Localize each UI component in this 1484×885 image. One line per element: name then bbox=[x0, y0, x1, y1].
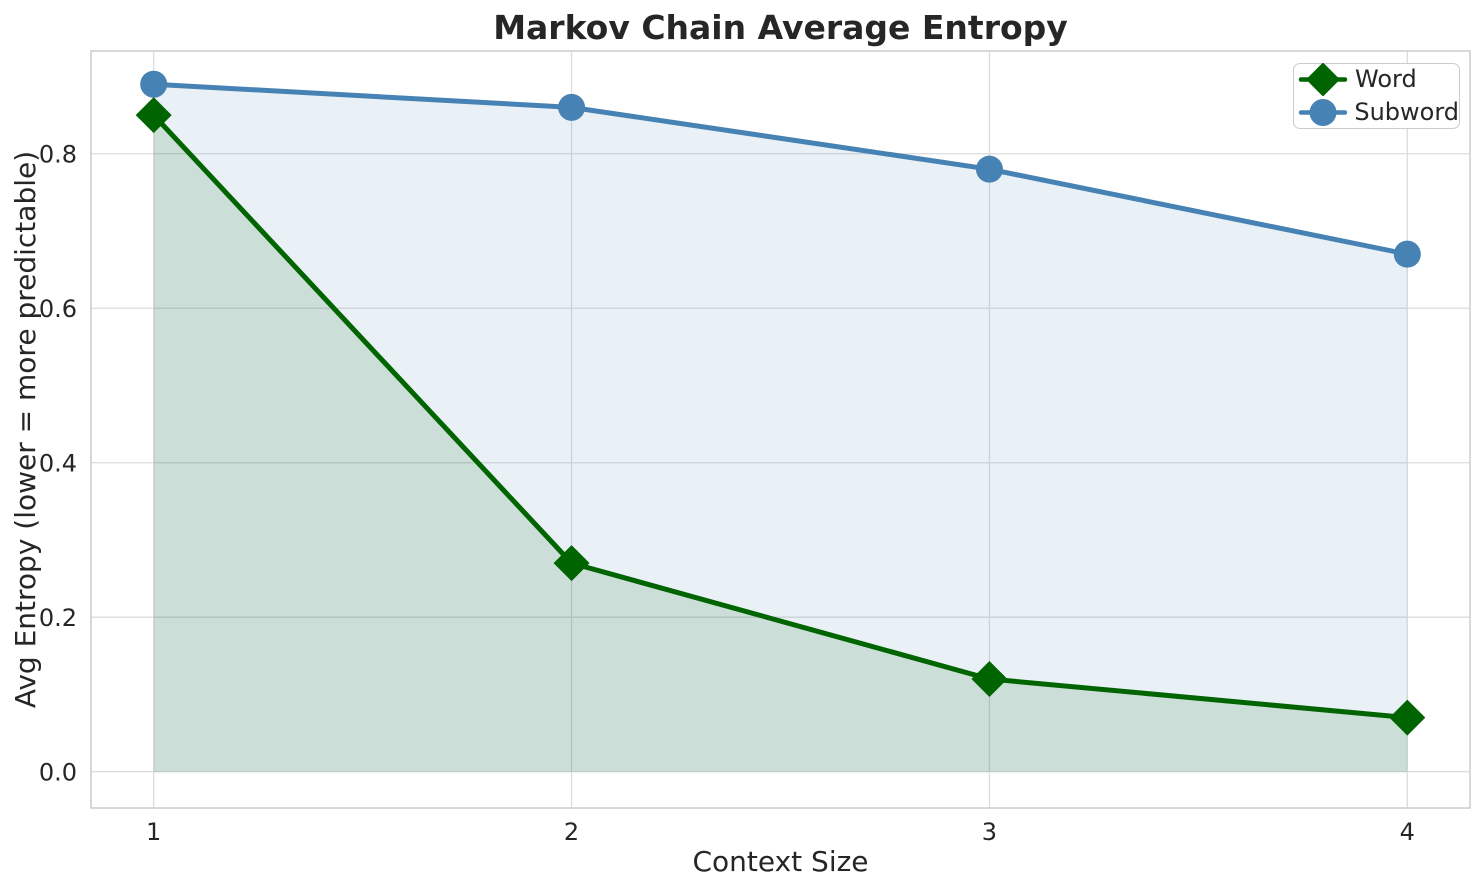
series-line-word bbox=[151, 112, 1410, 721]
marker-word bbox=[1389, 699, 1426, 736]
y-axis-label: Avg Entropy (lower = more predictable) bbox=[9, 150, 43, 709]
legend: Word Subword bbox=[1293, 63, 1460, 129]
legend-item-subword: Subword bbox=[1298, 96, 1459, 129]
x-tick-label: 2 bbox=[564, 818, 579, 846]
legend-marker-shape bbox=[1309, 99, 1337, 126]
marker-subword bbox=[1393, 240, 1421, 268]
marker-subword bbox=[558, 93, 586, 121]
legend-item-word: Word bbox=[1298, 63, 1459, 96]
legend-marker-shape bbox=[1306, 63, 1340, 96]
y-tick-label: 0.0 bbox=[39, 759, 77, 787]
y-tick-label: 0.6 bbox=[39, 295, 77, 323]
y-tick-label: 0.4 bbox=[39, 450, 77, 478]
series-fill-subword bbox=[153, 84, 1408, 772]
plot-border bbox=[90, 50, 1471, 809]
x-tick-label: 3 bbox=[982, 818, 997, 846]
x-axis-label: Context Size bbox=[692, 845, 869, 878]
series-fill-word bbox=[153, 115, 1408, 772]
series-line-subword bbox=[151, 81, 1410, 257]
y-tick-label: 0.2 bbox=[39, 604, 77, 632]
word-diamond-marker-icon bbox=[1298, 63, 1348, 96]
x-tick-label: 4 bbox=[1400, 818, 1415, 846]
y-tick-label: 0.8 bbox=[39, 141, 77, 169]
chart-title: Markov Chain Average Entropy bbox=[493, 8, 1068, 47]
marker-subword bbox=[975, 155, 1003, 183]
marker-subword bbox=[140, 70, 168, 98]
y-axis-label-container: Avg Entropy (lower = more predictable) bbox=[0, 51, 52, 808]
marker-word bbox=[135, 97, 172, 134]
legend-label-subword: Subword bbox=[1354, 98, 1459, 126]
subword-circle-marker-icon bbox=[1298, 99, 1348, 126]
marker-word bbox=[971, 661, 1008, 698]
legend-label-word: Word bbox=[1355, 65, 1417, 93]
marker-word bbox=[553, 545, 590, 582]
x-tick-label: 1 bbox=[146, 818, 161, 846]
